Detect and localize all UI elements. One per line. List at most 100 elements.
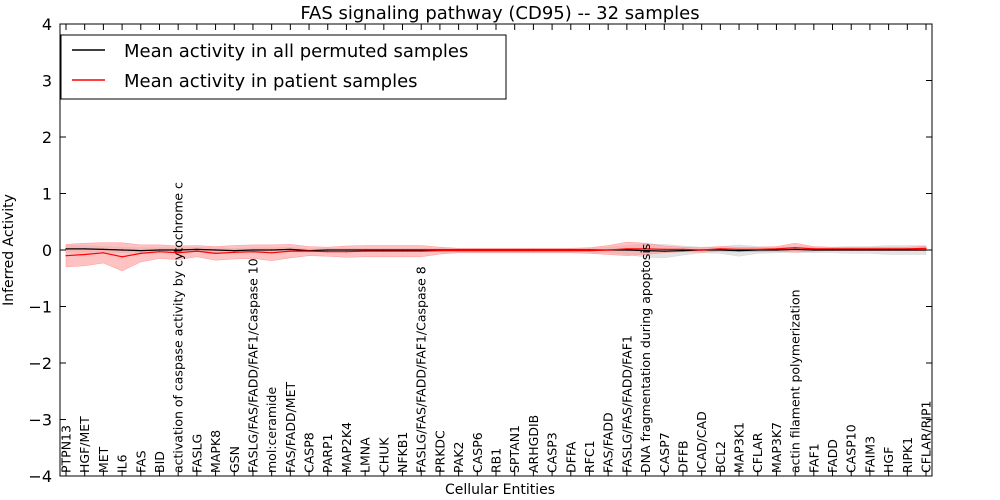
point-series-1 [757,248,759,250]
point-series-1 [738,248,740,250]
y-tick-label: 0 [42,241,52,260]
y-tick-label: −3 [28,411,52,430]
point-series-1 [476,250,478,252]
point-series-1 [906,248,908,250]
x-tick-label: MAPK8 [208,430,223,473]
x-tick-label: PAK2 [451,442,466,473]
x-tick-label: CHUK [376,437,391,473]
point-series-1 [775,248,778,250]
point-series-1 [252,251,254,253]
point-series-1 [794,247,796,249]
x-tick-label: FAS [133,450,148,473]
point-series-0 [738,250,740,252]
point-series-1 [719,248,721,250]
point-series-0 [626,249,628,251]
point-series-1 [645,248,647,250]
x-tick-label: HGF [881,447,896,473]
point-series-0 [140,250,142,252]
x-tick-label: PRKDC [432,430,447,473]
point-series-1 [289,250,291,252]
point-series-1 [458,250,460,252]
x-tick-label: FADD [825,439,840,473]
x-tick-label: ICAD/CAD [694,411,709,473]
point-series-0 [383,249,385,251]
point-series-1 [345,251,347,253]
point-series-0 [794,248,796,250]
x-tick-label: LMNA [358,437,373,473]
x-tick-label: SPTAN1 [507,425,522,473]
x-tick-label: ARHGDIB [526,415,541,473]
x-tick-label: CASP8 [302,432,317,473]
point-series-1 [701,249,703,251]
x-axis: PTPN13 HGF/MET MET IL6 FAS BID activation of c… [59,24,934,476]
x-tick-label: CASP3 [545,432,560,473]
point-series-1 [158,251,161,253]
point-series-1 [869,248,871,250]
x-tick-label: FASLG/FAS/FADD/FAF1/Caspase 10 [246,258,261,473]
point-series-1 [84,253,86,256]
point-series-0 [663,250,665,252]
x-tick-label: FAIM3 [862,436,877,473]
legend-label-permuted: Mean activity in all permuted samples [124,41,468,62]
point-series-1 [551,250,553,252]
x-tick-label: PTPN13 [59,425,74,473]
point-series-1 [308,250,310,252]
point-series-1 [682,248,684,250]
point-series-1 [383,250,385,252]
point-series-1 [495,250,497,252]
legend-label-patient: Mean activity in patient samples [124,71,418,92]
x-tick-label: MAP2K4 [339,422,354,473]
x-tick-label: MAP3K7 [769,422,784,473]
point-series-1 [570,250,572,252]
point-series-1 [177,252,179,254]
point-series-0 [813,249,815,251]
point-series-0 [831,249,834,251]
point-series-1 [607,249,609,251]
y-tick-label: 2 [42,128,52,147]
point-series-1 [420,250,422,252]
x-tick-label: FAS/FADD [601,412,616,473]
x-tick-label: BID [152,451,167,473]
point-series-0 [327,249,329,251]
point-series-1 [925,247,927,249]
point-series-1 [327,251,329,253]
x-tick-label: DFFA [563,441,578,473]
x-tick-label: FASLG/FAS/FADD/FAF1 [619,335,634,473]
point-series-1 [271,252,273,254]
point-series-1 [514,250,516,252]
x-tick-label: actin filament polymerization [788,289,803,473]
x-tick-label: DNA fragmentation during apoptosis [638,244,653,473]
point-series-0 [401,249,404,251]
y-tick-label: 3 [42,72,52,91]
point-series-0 [364,249,366,251]
x-tick-label: NFKB1 [395,432,410,473]
point-series-1 [588,250,591,252]
legend: Mean activity in all permuted samples Me… [60,34,507,100]
point-series-0 [719,249,721,251]
point-series-0 [177,249,179,251]
point-series-0 [65,248,67,250]
x-tick-label: DFFB [676,440,691,473]
x-axis-label: Cellular Entities [445,482,555,498]
x-tick-label: FAF1 [806,443,821,473]
point-series-0 [682,250,684,252]
x-tick-label: MET [96,446,111,473]
point-series-0 [215,249,217,251]
point-series-0 [196,248,198,250]
x-tick-label: FASLG [189,434,204,473]
point-series-0 [252,249,254,251]
point-series-0 [869,249,871,251]
y-tick-label: −2 [28,354,52,373]
x-tick-label: RB1 [489,448,504,473]
point-series-1 [813,248,815,250]
x-tick-label: CFLAR [750,432,765,473]
point-series-0 [271,249,273,251]
point-series-1 [196,250,198,252]
y-tick-label: −4 [28,467,52,486]
x-tick-label: CASP7 [657,432,672,473]
point-series-0 [84,248,86,250]
x-tick-label: MAP3K1 [732,422,747,473]
y-tick-label: 4 [42,15,52,34]
x-tick-label: CASP6 [470,432,485,473]
point-series-0 [158,249,161,251]
